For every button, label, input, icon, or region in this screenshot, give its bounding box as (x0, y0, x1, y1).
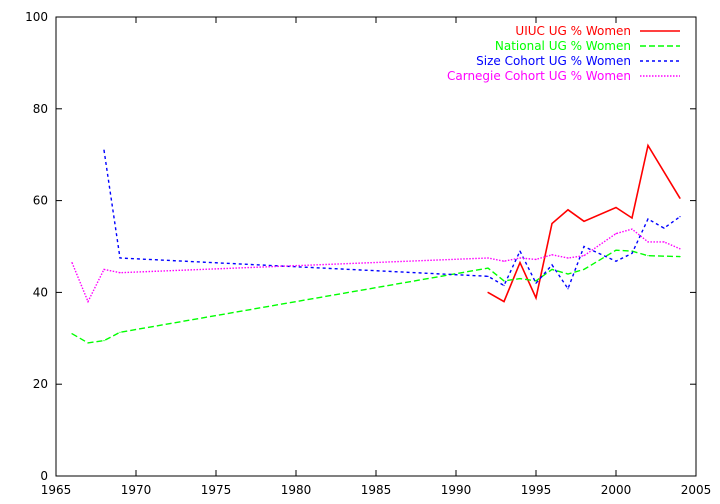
legend-label: UIUC UG % Women (515, 24, 631, 38)
data-point (615, 249, 617, 251)
series-line (71, 249, 681, 344)
data-point (503, 260, 505, 262)
x-tick-label: 1970 (121, 483, 152, 497)
x-tick-label: 1995 (521, 483, 552, 497)
data-point (631, 228, 633, 230)
series-2 (71, 249, 681, 344)
data-point (535, 280, 537, 282)
data-point (647, 144, 649, 147)
data-point (663, 241, 665, 243)
x-tick-label: 1965 (41, 483, 72, 497)
data-point (583, 268, 585, 271)
x-tick-label: 2005 (681, 483, 712, 497)
data-point (535, 282, 537, 284)
data-point (615, 233, 617, 235)
series-line (71, 228, 681, 304)
data-point (103, 339, 105, 342)
data-point (631, 252, 633, 254)
x-tick-label: 1975 (201, 483, 232, 497)
legend-label: Size Cohort UG % Women (476, 54, 631, 68)
data-point (551, 268, 553, 271)
data-point (503, 284, 505, 287)
legend-label: Carnegie Cohort UG % Women (447, 69, 631, 83)
data-point (535, 297, 537, 299)
data-point (519, 261, 521, 264)
data-point (87, 342, 89, 344)
data-point (567, 273, 569, 275)
data-point (567, 288, 569, 290)
y-tick-label: 20 (33, 377, 48, 391)
data-point (679, 197, 681, 199)
series-4 (71, 228, 681, 304)
plot-frame (55, 16, 697, 477)
data-point (71, 333, 73, 335)
series-line (487, 143, 681, 303)
data-point (679, 216, 681, 218)
data-point (119, 331, 121, 333)
data-point (583, 255, 585, 257)
axis-ticks: 1965 1970 1975 1980 1985 1990 1995 2000 2005 0 20 4… (25, 10, 711, 497)
data-point (647, 255, 649, 257)
legend-label: National UG % Women (495, 39, 631, 53)
data-point (551, 264, 553, 266)
series-1 (487, 143, 681, 303)
data-point (583, 220, 585, 222)
series-3 (103, 149, 681, 291)
y-tick-label: 0 (40, 469, 48, 483)
data-point (119, 257, 121, 259)
data-point (103, 149, 105, 151)
data-point (503, 280, 505, 282)
data-point (519, 278, 521, 280)
y-tick-label: 80 (33, 102, 48, 116)
x-tick-label: 1990 (441, 483, 472, 497)
data-point (551, 254, 553, 256)
data-point (663, 227, 665, 229)
x-tick-label: 1985 (361, 483, 392, 497)
data-point (615, 260, 617, 262)
series-line (103, 149, 681, 291)
data-point (647, 241, 649, 243)
y-tick-label: 60 (33, 194, 48, 208)
data-point (87, 300, 89, 303)
y-tick-label: 40 (33, 285, 48, 299)
data-point (503, 300, 505, 303)
data-point (535, 258, 537, 260)
data-point (119, 272, 121, 274)
data-point (583, 245, 585, 248)
data-point (567, 209, 569, 211)
data-point (679, 248, 681, 250)
data-point (519, 250, 521, 252)
data-point (487, 275, 489, 277)
data-point (487, 267, 489, 269)
data-point (551, 222, 553, 225)
x-tick-label: 2000 (601, 483, 632, 497)
x-tick-label: 1980 (281, 483, 312, 497)
y-tick-label: 100 (25, 10, 48, 24)
data-point (615, 206, 617, 209)
data-point (71, 261, 73, 264)
data-point (487, 257, 489, 259)
data-point (567, 257, 569, 259)
data-point (487, 291, 489, 293)
series-layer (71, 143, 681, 344)
data-point (631, 217, 633, 219)
data-point (679, 255, 681, 258)
data-point (519, 257, 521, 259)
data-point (647, 218, 649, 220)
data-point (103, 268, 105, 271)
